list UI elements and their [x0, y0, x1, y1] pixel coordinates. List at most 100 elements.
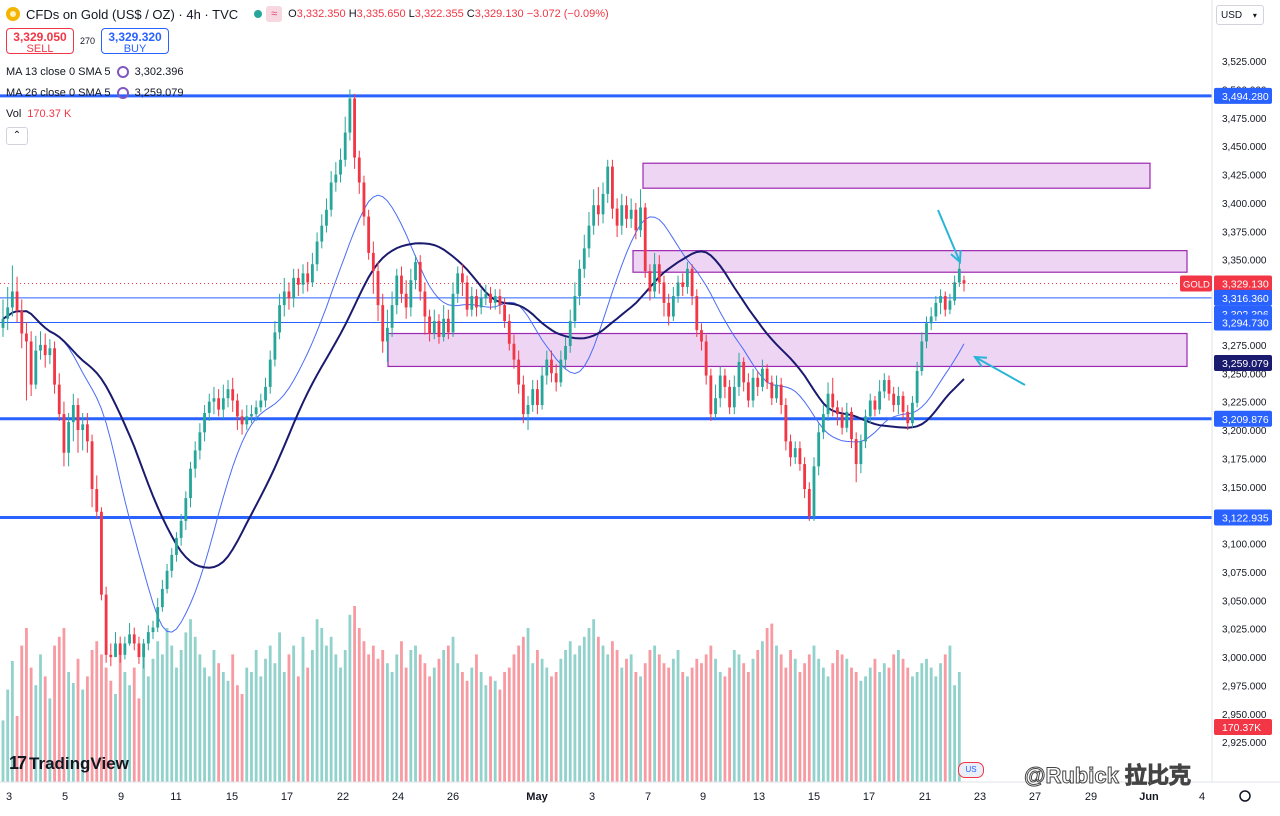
volume-bar — [432, 667, 436, 782]
volume-bar — [540, 658, 544, 782]
volume-bar — [911, 676, 914, 782]
buy-button[interactable]: 3,329.320 BUY — [101, 28, 170, 55]
candle-body — [104, 594, 108, 655]
candle-body — [109, 654, 113, 658]
volume-bar — [550, 676, 553, 782]
ma26-price-tag — [1214, 354, 1272, 371]
volume-bar — [859, 680, 863, 782]
volume-bar — [934, 676, 938, 782]
candle-body — [779, 384, 783, 406]
volume-bar — [339, 667, 342, 782]
x-tick-label: 23 — [974, 791, 986, 803]
legend-volume[interactable]: Vol 170.37 K — [6, 108, 72, 120]
candle-body — [296, 277, 300, 285]
wave-icon[interactable]: ≈ — [266, 6, 283, 22]
volume-bar — [634, 672, 638, 782]
y-tick-label: 3,100.000 — [1222, 540, 1267, 551]
candle-body — [362, 182, 366, 217]
candle-body — [812, 466, 816, 517]
candle-body — [198, 432, 202, 451]
x-tick-label: 29 — [1085, 791, 1097, 803]
volume-bar — [657, 654, 661, 782]
symbol-title[interactable]: CFDs on Gold (US$ / OZ) · 4h · TVC — [26, 6, 239, 22]
volume-bar — [854, 672, 858, 782]
ohlc-readout: O3,332.350 H3,335.650 L3,322.355 C3,329.… — [288, 8, 609, 20]
x-tick-label: 3 — [589, 791, 595, 803]
candle-body — [146, 632, 150, 644]
supply-demand-zone — [642, 162, 1151, 189]
indicator-settings-icon[interactable] — [116, 87, 129, 99]
legend-ma26[interactable]: MA 26 close 0 SMA 5 3,259.079 — [6, 87, 184, 99]
volume-bar — [465, 680, 469, 782]
volume-bar — [775, 645, 778, 782]
candle-body — [212, 398, 216, 402]
volume-bar — [100, 654, 103, 782]
volume-bar — [653, 645, 657, 782]
volume-bar — [943, 654, 947, 782]
candle-body — [536, 389, 539, 406]
volume-bar — [831, 663, 835, 782]
volume-bar — [592, 619, 596, 782]
candle-body — [493, 296, 497, 303]
candle-body — [925, 323, 928, 342]
volume-bar — [25, 628, 28, 782]
level-price-tag — [1214, 87, 1272, 104]
sell-button[interactable]: 3,329.050 SELL — [6, 28, 74, 55]
candle-body — [836, 407, 839, 415]
candle-body — [643, 207, 647, 272]
candle-body — [751, 377, 755, 401]
candle-body — [770, 382, 774, 399]
level-price-tag — [1214, 509, 1272, 526]
candle-body — [15, 291, 19, 311]
volume-bar — [639, 676, 642, 782]
candle-body — [160, 588, 164, 608]
candle-body — [165, 570, 169, 589]
legend-ma13[interactable]: MA 13 close 0 SMA 5 3,302.396 — [6, 66, 184, 78]
volume-bar — [85, 676, 89, 782]
volume-bar — [137, 698, 141, 782]
candle-body — [179, 520, 183, 538]
ma26-line — [2, 242, 965, 569]
collapse-legend-button[interactable]: ⌃ — [6, 127, 28, 145]
candle-body — [175, 537, 178, 555]
volume-bar — [71, 683, 75, 782]
candle-body — [807, 489, 811, 517]
economic-events-icon[interactable]: US — [958, 762, 984, 778]
volume-bar — [325, 645, 328, 782]
volume-bar — [381, 650, 385, 782]
volume-bar — [793, 658, 797, 782]
volume-bar — [179, 650, 183, 782]
volume-bar — [320, 628, 324, 782]
indicator-settings-icon[interactable] — [116, 66, 129, 78]
candle-body — [793, 448, 797, 458]
candle-body — [854, 439, 858, 465]
volume-bar — [803, 663, 807, 782]
volume-bar — [489, 676, 492, 782]
candle-body — [240, 416, 244, 425]
volume-bar — [582, 636, 586, 782]
currency-select[interactable]: USD ▾ — [1216, 5, 1264, 25]
volume-bar — [536, 650, 539, 782]
candle-body — [756, 377, 760, 387]
y-tick-label: 3,175.000 — [1222, 454, 1267, 465]
x-tick-label: 17 — [863, 791, 875, 803]
symbol-tag-text: GOLD — [1183, 280, 1210, 291]
volume-bar — [418, 654, 422, 782]
volume-bar — [296, 676, 300, 782]
volume-bar — [301, 636, 305, 782]
volume-bar — [676, 650, 680, 782]
candle-body — [371, 252, 375, 272]
candle-body — [765, 368, 769, 383]
volume-bar — [334, 654, 338, 782]
y-tick-label: 3,475.000 — [1222, 114, 1267, 125]
candle-body — [915, 370, 919, 403]
candle-body — [648, 271, 652, 292]
candle-body — [896, 395, 900, 406]
volume-bar — [282, 672, 286, 782]
candle-body — [6, 307, 10, 319]
settings-icon — [1239, 790, 1251, 802]
candle-body — [432, 321, 436, 334]
volume-bar — [756, 650, 760, 782]
candle-body — [226, 389, 230, 399]
